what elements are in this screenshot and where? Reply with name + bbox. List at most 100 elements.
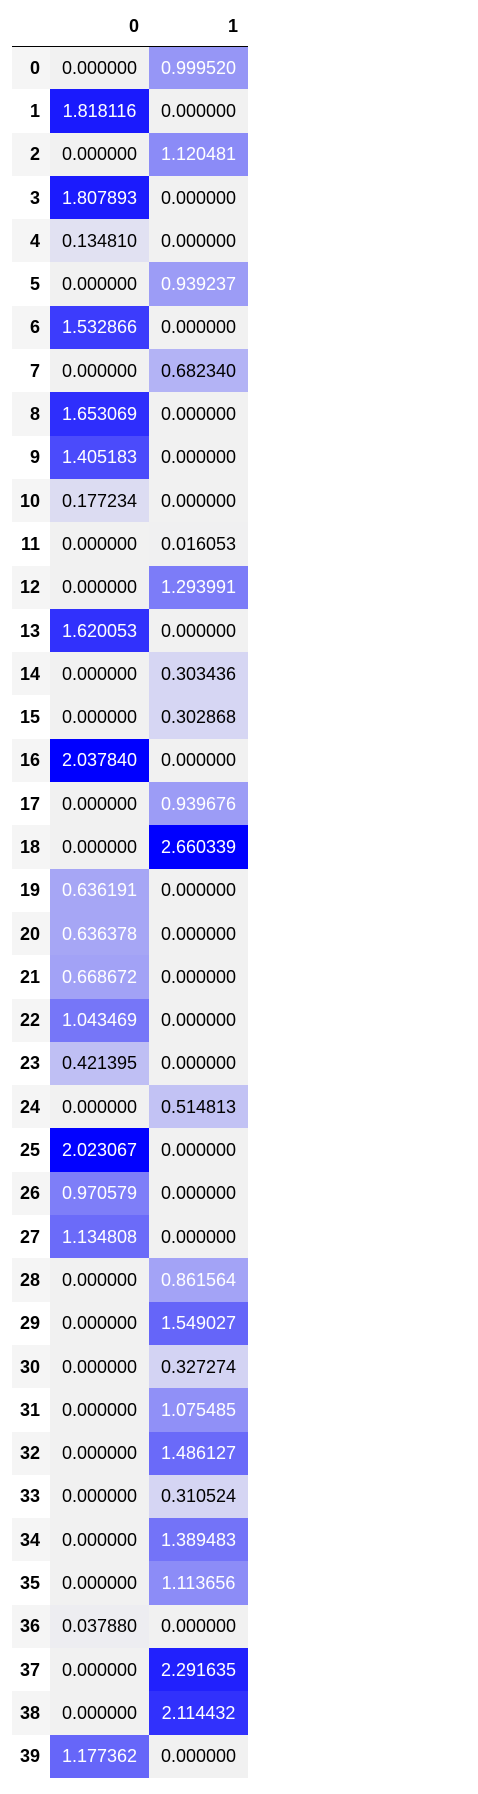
table-cell-col-0: 0.000000 <box>50 1388 149 1432</box>
table-cell-col-0: 0.000000 <box>50 1431 149 1475</box>
table-cell-col-0: 0.037880 <box>50 1604 149 1648</box>
row-index: 12 <box>12 565 50 609</box>
table-row: 31 0.000000 1.075485 <box>12 1388 248 1432</box>
table-cell-col-0: 0.000000 <box>50 652 149 696</box>
table-cell-col-0: 1.134808 <box>50 1215 149 1259</box>
table-cell-col-1: 0.000000 <box>149 435 248 479</box>
table-row: 39 1.177362 0.000000 <box>12 1734 248 1778</box>
table-cell-col-0: 1.818116 <box>50 89 149 133</box>
table-row: 37 0.000000 2.291635 <box>12 1647 248 1692</box>
row-index: 17 <box>12 782 50 826</box>
table-cell-col-1: 0.327274 <box>149 1344 248 1389</box>
table-cell-col-0: 2.037840 <box>50 738 149 783</box>
row-index: 5 <box>12 262 50 306</box>
table-cell-col-0: 1.177362 <box>50 1734 149 1778</box>
table-cell-col-0: 0.000000 <box>50 349 149 393</box>
table-row: 21 0.668672 0.000000 <box>12 955 248 999</box>
table-cell-col-0: 0.668672 <box>50 955 149 999</box>
table-row: 11 0.000000 0.016053 <box>12 522 248 566</box>
table-cell-col-0: 0.000000 <box>50 132 149 176</box>
table-cell-col-1: 1.389483 <box>149 1518 248 1562</box>
table-cell-col-1: 0.000000 <box>149 1215 248 1259</box>
table-cell-col-0: 0.000000 <box>50 565 149 609</box>
table-cell-col-1: 0.000000 <box>149 998 248 1042</box>
table-row: 18 0.000000 2.660339 <box>12 825 248 869</box>
table-cell-col-1: 1.486127 <box>149 1431 248 1475</box>
row-index: 21 <box>12 955 50 999</box>
table-cell-col-1: 0.939676 <box>149 782 248 826</box>
row-index: 30 <box>12 1344 50 1389</box>
row-index: 22 <box>12 998 50 1042</box>
table-cell-col-1: 0.016053 <box>149 522 248 566</box>
row-index: 18 <box>12 825 50 869</box>
table-row: 3 1.807893 0.000000 <box>12 175 248 220</box>
table-cell-col-1: 1.120481 <box>149 132 248 176</box>
row-index: 24 <box>12 1085 50 1129</box>
row-index: 15 <box>12 695 50 739</box>
table-cell-col-0: 1.620053 <box>50 608 149 653</box>
dataframe-table: 0 1 0 0.000000 0.999520 1 1.818116 0.000000 2 0… <box>12 6 248 1778</box>
row-index: 38 <box>12 1691 50 1735</box>
row-index: 8 <box>12 392 50 436</box>
table-row: 16 2.037840 0.000000 <box>12 738 248 783</box>
row-index: 26 <box>12 1171 50 1216</box>
row-index: 7 <box>12 349 50 393</box>
table-row: 4 0.134810 0.000000 <box>12 219 248 263</box>
table-cell-col-0: 0.000000 <box>50 1301 149 1345</box>
table-row: 30 0.000000 0.327274 <box>12 1344 248 1389</box>
table-cell-col-0: 2.023067 <box>50 1128 149 1172</box>
table-row: 20 0.636378 0.000000 <box>12 911 248 956</box>
table-cell-col-1: 1.075485 <box>149 1388 248 1432</box>
table-cell-col-1: 2.114432 <box>149 1691 248 1735</box>
table-cell-col-1: 0.000000 <box>149 955 248 999</box>
table-cell-col-1: 1.549027 <box>149 1301 248 1345</box>
table-row: 26 0.970579 0.000000 <box>12 1171 248 1216</box>
row-index: 29 <box>12 1301 50 1345</box>
table-row: 24 0.000000 0.514813 <box>12 1085 248 1129</box>
table-cell-col-1: 0.310524 <box>149 1474 248 1519</box>
table-cell-col-1: 0.000000 <box>149 1734 248 1778</box>
table-cell-col-0: 0.000000 <box>50 1691 149 1735</box>
table-cell-col-1: 2.660339 <box>149 825 248 869</box>
table-cell-col-0: 0.636191 <box>50 868 149 912</box>
table-cell-col-1: 0.000000 <box>149 478 248 523</box>
row-index: 11 <box>12 522 50 566</box>
table-row: 17 0.000000 0.939676 <box>12 782 248 826</box>
table-row: 25 2.023067 0.000000 <box>12 1128 248 1172</box>
table-row: 6 1.532866 0.000000 <box>12 305 248 350</box>
row-index: 6 <box>12 305 50 350</box>
row-index: 23 <box>12 1041 50 1086</box>
table-cell-col-0: 0.000000 <box>50 522 149 566</box>
row-index: 2 <box>12 132 50 176</box>
row-index: 27 <box>12 1215 50 1259</box>
table-cell-col-1: 0.302868 <box>149 695 248 739</box>
table-cell-col-1: 0.000000 <box>149 1171 248 1216</box>
table-cell-col-1: 0.000000 <box>149 911 248 956</box>
row-index: 10 <box>12 478 50 523</box>
row-index: 33 <box>12 1474 50 1519</box>
row-index: 34 <box>12 1518 50 1562</box>
table-cell-col-1: 0.939237 <box>149 262 248 306</box>
table-cell-col-0: 0.000000 <box>50 695 149 739</box>
row-index: 32 <box>12 1431 50 1475</box>
table-row: 7 0.000000 0.682340 <box>12 349 248 393</box>
table-cell-col-0: 0.000000 <box>50 262 149 306</box>
table-row: 12 0.000000 1.293991 <box>12 565 248 609</box>
row-index: 19 <box>12 868 50 912</box>
table-row: 9 1.405183 0.000000 <box>12 435 248 479</box>
table-cell-col-1: 0.000000 <box>149 1041 248 1086</box>
table-row: 22 1.043469 0.000000 <box>12 998 248 1042</box>
table-cell-col-0: 0.000000 <box>50 46 149 90</box>
table-cell-col-1: 0.000000 <box>149 738 248 783</box>
row-index: 3 <box>12 175 50 220</box>
table-row: 13 1.620053 0.000000 <box>12 608 248 653</box>
table-cell-col-1: 0.000000 <box>149 89 248 133</box>
row-index: 25 <box>12 1128 50 1172</box>
table-cell-col-0: 0.636378 <box>50 911 149 956</box>
row-index: 16 <box>12 738 50 783</box>
table-row: 15 0.000000 0.302868 <box>12 695 248 739</box>
table-cell-col-1: 0.000000 <box>149 1604 248 1648</box>
table-cell-col-1: 0.861564 <box>149 1258 248 1302</box>
row-index: 36 <box>12 1604 50 1648</box>
table-row: 10 0.177234 0.000000 <box>12 478 248 523</box>
